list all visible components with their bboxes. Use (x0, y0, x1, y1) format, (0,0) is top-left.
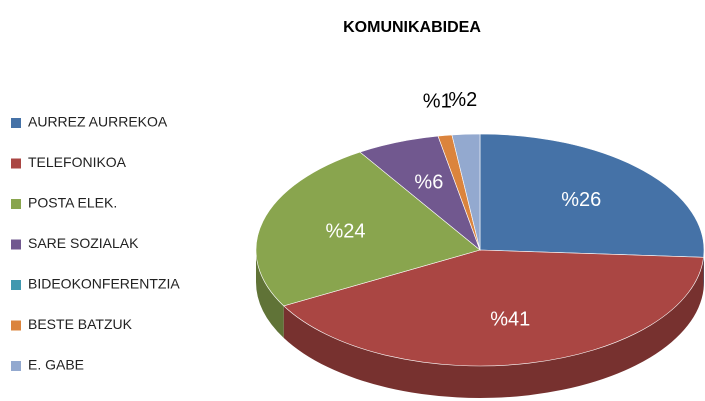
data-label: %26 (561, 189, 601, 211)
legend-swatch (11, 118, 21, 128)
pie-labels: %26 %41 %24 %6 %1%2 (325, 89, 601, 330)
legend-label: BIDEOKONFERENTZIA (28, 276, 180, 292)
legend-swatch (11, 320, 21, 331)
legend-swatch (11, 199, 21, 209)
pie-slice (451, 133, 481, 251)
pie-tops (255, 133, 705, 367)
legend-label: TELEFONIKOA (28, 154, 127, 170)
pie-slice (283, 249, 704, 367)
legend-swatch (11, 361, 21, 371)
legend-label: POSTA ELEK. (28, 195, 117, 211)
data-label: %2 (448, 89, 477, 111)
legend-swatch (11, 158, 21, 169)
legend-swatch (11, 280, 21, 290)
slice-side (283, 257, 704, 398)
pie-sides (256, 250, 704, 398)
data-label: %24 (325, 220, 365, 242)
pie-slice (255, 151, 481, 307)
data-label: %41 (490, 308, 530, 330)
legend-label: AURREZ AURREKOA (28, 114, 168, 130)
legend-label: BESTE BATZUK (28, 316, 133, 332)
chart-title: KOMUNIKABIDEA (343, 19, 481, 36)
data-label: %6 (414, 171, 443, 193)
legend-label: SARE SOZIALAK (28, 235, 139, 251)
legend-swatch (11, 239, 21, 250)
data-label: %1 (423, 91, 452, 113)
pie-slice (479, 133, 705, 258)
slice-side (256, 250, 284, 338)
legend-label: E. GABE (28, 357, 84, 373)
legend: AURREZ AURREKOA TELEFONIKOA POSTA ELEK. SAR… (11, 114, 180, 373)
